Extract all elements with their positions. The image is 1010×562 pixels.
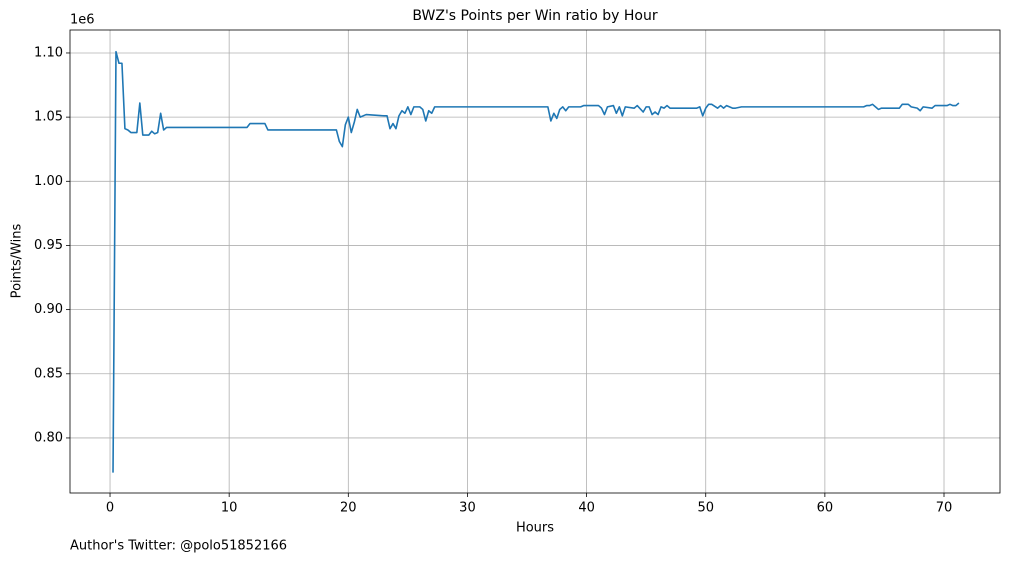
x-axis-label: Hours bbox=[516, 521, 554, 536]
y-tick-label: 0.80 bbox=[34, 430, 63, 445]
x-tick-label: 70 bbox=[936, 501, 953, 516]
x-tick-label: 40 bbox=[578, 501, 595, 516]
y-tick-label: 0.95 bbox=[34, 238, 63, 253]
y-offset-label: 1e6 bbox=[70, 13, 95, 28]
plot-area bbox=[70, 30, 1000, 493]
chart-title: BWZ's Points per Win ratio by Hour bbox=[412, 8, 657, 24]
y-tick-label: 1.05 bbox=[34, 110, 63, 125]
axes-frame bbox=[69, 29, 1001, 494]
y-tick-label: 1.10 bbox=[34, 45, 63, 60]
line-series bbox=[112, 50, 960, 473]
x-tick-label: 50 bbox=[697, 501, 714, 516]
y-tick-label: 0.85 bbox=[34, 366, 63, 381]
annotation: Author's Twitter: @polo51852166 bbox=[70, 539, 287, 554]
y-axis-label: Points/Wins bbox=[10, 223, 25, 298]
x-tick-label: 60 bbox=[817, 501, 834, 516]
x-tick-label: 10 bbox=[221, 501, 238, 516]
x-tick-label: 20 bbox=[340, 501, 357, 516]
y-tick-label: 0.90 bbox=[34, 302, 63, 317]
y-tick-label: 1.00 bbox=[34, 174, 63, 189]
x-tick-label: 30 bbox=[459, 501, 476, 516]
x-tick-label: 0 bbox=[106, 501, 114, 516]
